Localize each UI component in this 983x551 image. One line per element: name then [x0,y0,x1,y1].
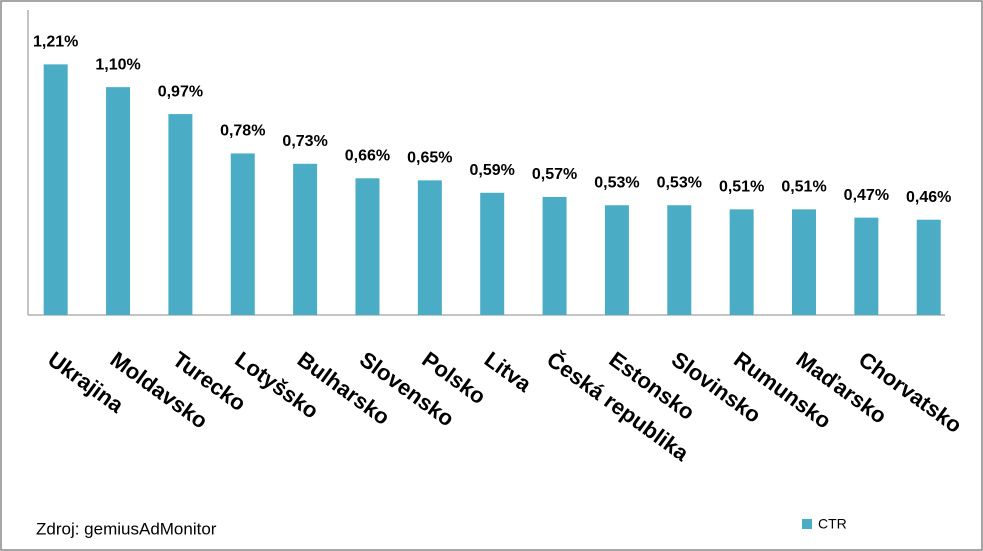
value-label: 0,53% [657,174,702,191]
value-label: 0,66% [345,148,390,165]
value-label: 0,78% [220,123,265,140]
bar [854,217,879,315]
bar [417,180,442,315]
value-label: 1,10% [95,56,140,73]
bar [604,205,629,315]
value-label: 0,57% [532,166,577,183]
legend-swatch [802,519,812,529]
value-label: 0,53% [594,174,639,191]
bar [792,209,816,315]
bar [729,209,754,315]
value-label: 0,46% [906,189,951,206]
bar [480,192,505,315]
bar [106,87,131,316]
value-label: 0,65% [407,150,452,167]
value-label: 0,47% [844,187,889,204]
bar [542,196,567,315]
value-label: 0,51% [719,179,764,196]
bar [43,64,68,315]
bar [667,205,692,315]
bar [293,163,318,315]
value-label: 1,21% [33,34,78,51]
source: Zdroj: gemiusAdMonitor [36,519,217,538]
value-label: 0,51% [781,179,826,196]
value-label: 0,59% [470,162,515,179]
value-label: 0,73% [282,133,327,150]
legend-label: CTR [818,516,847,532]
bar [355,178,380,315]
bar [916,219,941,315]
bar [230,153,255,315]
value-label: 0,97% [158,83,203,100]
bar [168,114,193,315]
